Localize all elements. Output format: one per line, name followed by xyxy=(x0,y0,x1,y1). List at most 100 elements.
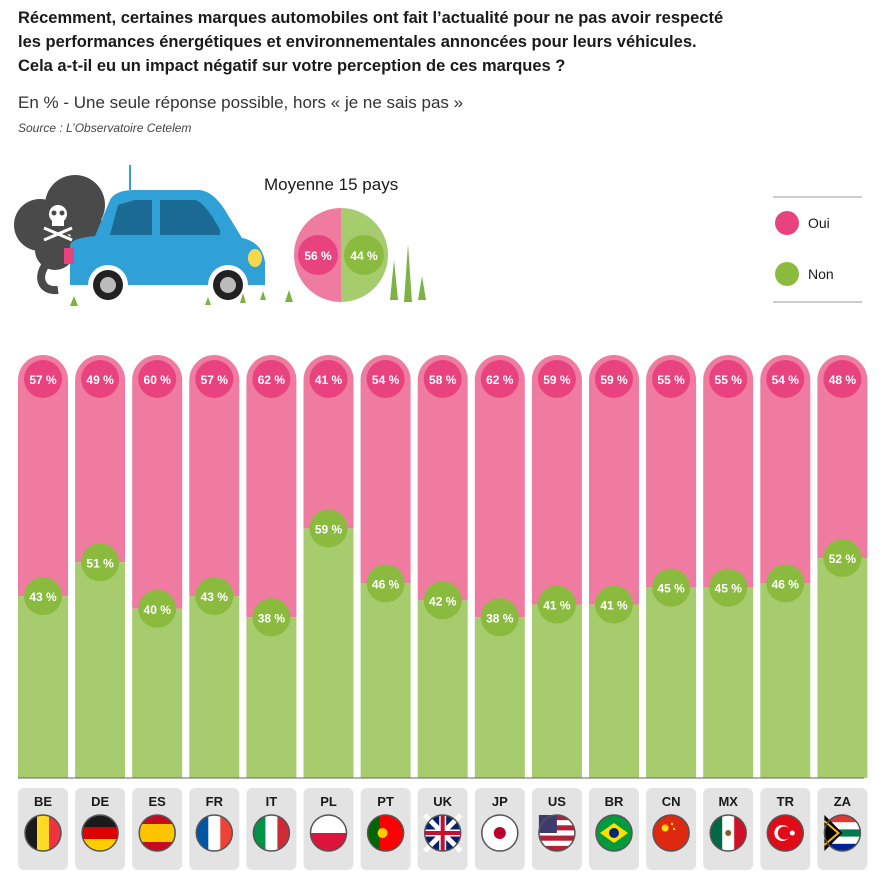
non-value-circle xyxy=(423,581,462,620)
non-value-circle xyxy=(366,564,405,603)
bar-non xyxy=(18,596,68,778)
legend-non-swatch xyxy=(775,262,799,286)
oui-value-circle xyxy=(252,360,291,398)
bar-column-es: 60 % 40 % xyxy=(132,355,183,778)
bar-non xyxy=(246,617,297,778)
non-value-circle xyxy=(652,568,691,607)
legend-oui-label: Oui xyxy=(808,215,830,231)
chart-subtitle: En % - Une seule réponse possible, hors … xyxy=(18,93,464,112)
bar-oui xyxy=(132,355,183,609)
bar-non xyxy=(646,587,697,778)
bar-oui xyxy=(189,355,240,597)
bar-column-cn: 55 % 45 % xyxy=(646,355,697,778)
country-code-label: ES xyxy=(149,794,167,809)
bar-column-be: 57 % 43 % xyxy=(18,355,68,778)
bar-oui xyxy=(303,355,354,529)
country-fr: FR xyxy=(189,788,240,870)
oui-value-circle xyxy=(195,360,234,398)
bar-column-fr: 57 % 43 % xyxy=(189,355,240,778)
oui-value-label: 59 % xyxy=(543,373,571,387)
bar-non xyxy=(417,600,468,778)
country-code-label: ZA xyxy=(834,794,852,809)
oui-value-circle xyxy=(652,360,691,398)
bar-oui xyxy=(75,355,126,563)
country-be: BE xyxy=(18,788,68,870)
country-axis: BE DE ES FR IT PL PT UK JP US BR CN MX TR ZA xyxy=(18,788,868,870)
car-icon xyxy=(64,165,265,305)
bar-oui xyxy=(646,355,697,588)
average-non-label: 44 % xyxy=(350,249,378,263)
flag-uk-icon xyxy=(422,813,463,853)
country-pl: PL xyxy=(303,788,354,870)
bar-oui xyxy=(474,355,525,618)
non-value-circle xyxy=(309,509,348,548)
oui-value-label: 62 % xyxy=(486,373,514,387)
bar-non xyxy=(531,604,582,778)
oui-value-circle xyxy=(423,360,462,398)
country-code-label: US xyxy=(548,794,566,809)
oui-value-label: 41 % xyxy=(315,373,343,387)
title-line-3: Cela a-t-il eu un impact négatif sur vot… xyxy=(18,57,566,75)
non-value-circle xyxy=(709,568,748,607)
country-us: US xyxy=(531,788,582,870)
non-value-label: 43 % xyxy=(201,590,229,604)
bar-column-pt: 54 % 46 % xyxy=(360,355,411,778)
bar-column-jp: 62 % 38 % xyxy=(474,355,525,778)
country-br: BR xyxy=(589,788,639,870)
bar-column-br: 59 % 41 % xyxy=(589,355,639,778)
bar-non xyxy=(760,583,811,778)
skull-icon xyxy=(43,205,73,242)
oui-value-circle xyxy=(24,360,62,398)
flag-pt-icon xyxy=(366,814,405,852)
country-code-label: PT xyxy=(377,794,394,809)
non-value-label: 46 % xyxy=(372,577,400,591)
chart-source: Source : L’Observatoire Cetelem xyxy=(18,121,192,135)
bar-non xyxy=(474,617,525,778)
average-pie: 56 % 44 % xyxy=(294,208,388,302)
bar-oui xyxy=(817,355,868,559)
bar-non xyxy=(75,562,126,778)
oui-value-label: 62 % xyxy=(258,373,286,387)
non-value-circle xyxy=(766,564,805,603)
country-za: ZA xyxy=(817,788,868,870)
bar-column-uk: 58 % 42 % xyxy=(417,355,468,778)
country-jp: JP xyxy=(474,788,525,870)
legend-non-label: Non xyxy=(808,266,834,282)
country-cn: CN xyxy=(646,788,697,870)
country-code-label: MX xyxy=(718,794,738,809)
non-value-label: 38 % xyxy=(258,611,286,625)
country-code-label: CN xyxy=(662,794,681,809)
bar-column-za: 48 % 52 % xyxy=(817,355,868,778)
oui-value-circle xyxy=(709,360,748,398)
country-code-label: JP xyxy=(492,794,508,809)
plant-icons xyxy=(70,244,426,306)
flag-tr-icon xyxy=(766,814,805,852)
non-value-circle xyxy=(595,585,633,624)
oui-value-label: 57 % xyxy=(29,373,57,387)
bar-non xyxy=(132,608,183,778)
country-it: IT xyxy=(246,788,297,870)
non-value-circle xyxy=(480,598,519,637)
non-value-circle xyxy=(195,577,234,616)
bar-oui xyxy=(589,355,639,605)
bar-oui xyxy=(760,355,811,584)
bar-oui xyxy=(531,355,582,605)
oui-value-label: 58 % xyxy=(429,373,457,387)
non-value-circle xyxy=(823,539,862,578)
oui-value-circle xyxy=(480,360,519,398)
non-value-label: 59 % xyxy=(315,522,343,536)
oui-value-label: 49 % xyxy=(86,373,114,387)
bar-oui xyxy=(246,355,297,618)
car-illustration xyxy=(14,165,426,306)
non-value-label: 40 % xyxy=(144,603,172,617)
bar-non xyxy=(189,596,240,778)
non-value-label: 43 % xyxy=(29,590,57,604)
bar-oui xyxy=(18,355,68,597)
flag-be-icon xyxy=(24,814,62,852)
flag-pl-icon xyxy=(309,814,348,852)
non-value-label: 41 % xyxy=(600,599,628,613)
bar-oui xyxy=(417,355,468,601)
oui-value-label: 55 % xyxy=(715,373,743,387)
country-code-label: TR xyxy=(777,794,795,809)
